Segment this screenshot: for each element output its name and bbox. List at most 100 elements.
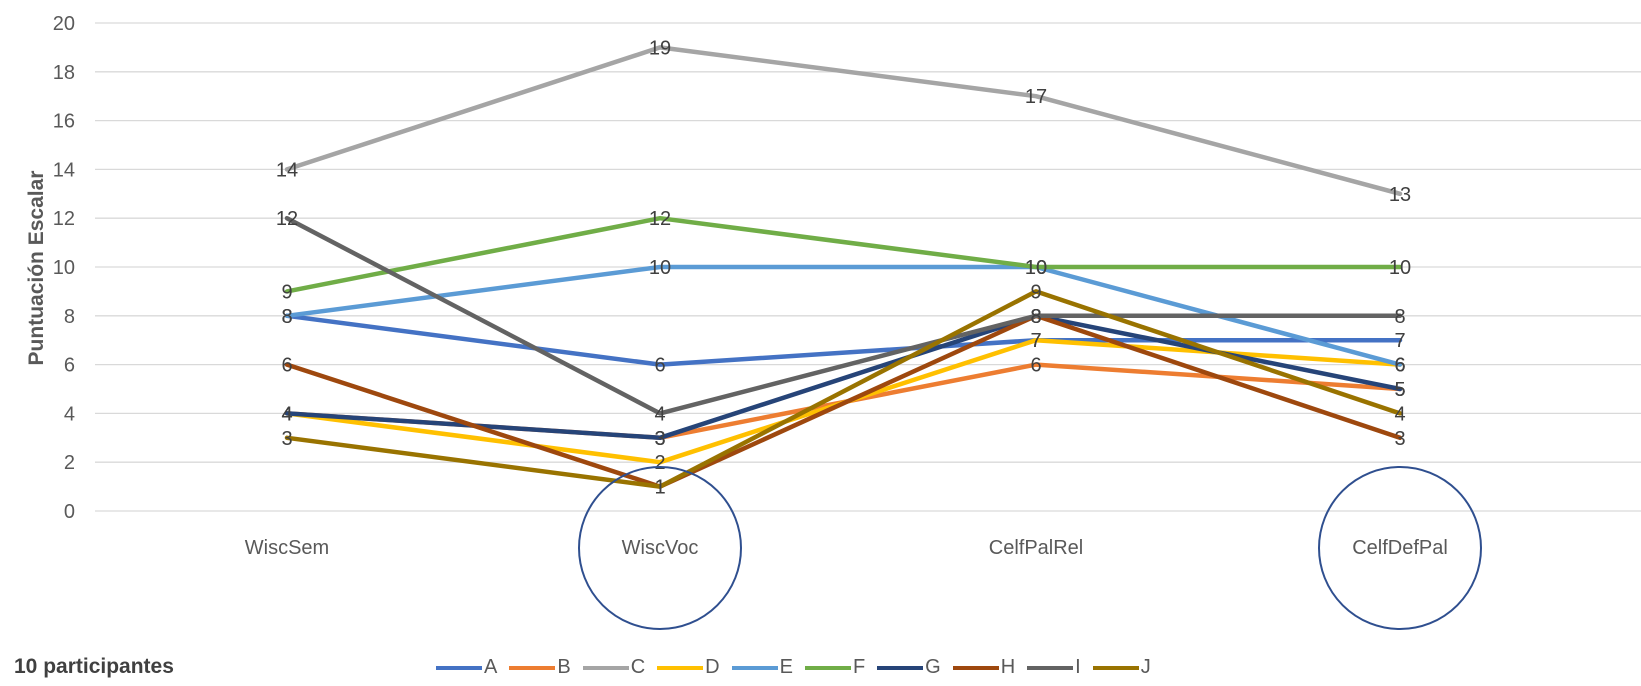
y-tick-label: 4 (64, 403, 75, 425)
legend-swatch (804, 665, 851, 670)
legend-label: H (1000, 656, 1016, 678)
data-label: 6 (654, 355, 665, 377)
legend-item-D: D (657, 656, 720, 679)
legend-swatch (657, 665, 704, 670)
series-lines (284, 45, 1403, 489)
legend-label: A (484, 656, 498, 678)
y-axis-label: Puntuación Escalar (25, 171, 48, 366)
data-label: 12 (276, 208, 298, 230)
legend-item-E: E (731, 656, 793, 679)
y-axis-ticks: 0 2 4 6 8 10 12 14 16 18 20 (53, 13, 75, 523)
data-label: 10 (1389, 257, 1411, 279)
data-label: 3 (654, 428, 665, 450)
legend-swatch (952, 665, 999, 670)
series-line-C (284, 45, 1403, 197)
data-label: 4 (1394, 403, 1405, 425)
legend: A B C D E F G H I J (436, 656, 1163, 679)
data-label: 13 (1389, 184, 1411, 206)
legend-swatch (1027, 665, 1074, 670)
y-tick-label: 12 (53, 208, 75, 230)
data-label: 8 (1030, 306, 1041, 328)
legend-swatch (436, 665, 482, 670)
legend-swatch (582, 665, 629, 670)
data-label: 1 (654, 477, 665, 499)
legend-label: I (1075, 656, 1081, 678)
legend-item-F: F (804, 656, 866, 679)
legend-label: B (557, 656, 571, 678)
series-line-F (284, 215, 1403, 294)
legend-label: J (1140, 656, 1151, 678)
data-label: 6 (281, 355, 292, 377)
highlight-circle (578, 466, 742, 630)
legend-item-J: J (1092, 656, 1151, 679)
data-label: 4 (281, 403, 292, 425)
data-label: 3 (654, 428, 665, 450)
data-label: 9 (281, 281, 292, 303)
series-line-H (284, 313, 1403, 489)
data-label: 8 (281, 306, 292, 328)
data-label: 6 (1394, 355, 1405, 377)
y-tick-label: 10 (53, 257, 75, 279)
legend-item-G: G (877, 656, 941, 679)
data-label: 7 (1394, 330, 1405, 352)
legend-label: F (852, 656, 866, 678)
legend-item-B: B (509, 656, 571, 679)
legend-item-C: C (582, 656, 646, 679)
data-label: 1 (654, 477, 665, 499)
series-line-I (284, 215, 1403, 416)
y-tick-label: 18 (53, 62, 75, 84)
data-label: 12 (649, 208, 671, 230)
x-tick-label: WiscSem (245, 537, 329, 559)
x-tick-label: WiscVoc (622, 537, 699, 559)
legend-item-I: I (1027, 656, 1081, 679)
data-label: 4 (281, 403, 292, 425)
data-label: 10 (649, 257, 671, 279)
y-tick-label: 16 (53, 111, 75, 133)
legend-label: D (705, 656, 720, 678)
data-label: 17 (1025, 86, 1047, 108)
legend-label: G (925, 656, 941, 678)
legend-swatch (877, 665, 924, 670)
legend-label: E (779, 656, 793, 678)
data-label: 14 (276, 159, 298, 181)
y-tick-label: 6 (64, 355, 75, 377)
participants-note: 10 participantes (14, 655, 174, 678)
x-tick-label: CelfDefPal (1352, 537, 1448, 559)
data-label: 8 (1030, 306, 1041, 328)
data-label: 5 (1394, 379, 1405, 401)
data-label: 8 (1394, 306, 1405, 328)
data-label: 4 (281, 403, 292, 425)
y-tick-label: 14 (53, 159, 75, 181)
legend-label: C (630, 656, 646, 678)
data-label: 9 (1030, 281, 1041, 303)
series-line-A (284, 313, 1403, 367)
data-label: 4 (654, 403, 665, 425)
legend-swatch (1092, 665, 1139, 670)
y-tick-label: 20 (53, 13, 75, 35)
x-axis-ticks: WiscSem WiscVoc CelfPalRel CelfDefPal (245, 537, 1448, 559)
data-label: 8 (1030, 306, 1041, 328)
data-label: 6 (1394, 355, 1405, 377)
legend-swatch (509, 665, 556, 670)
highlight-circle (1318, 466, 1482, 630)
data-label: 19 (649, 37, 671, 59)
series-line-J (284, 289, 1403, 489)
legend-item-H: H (952, 656, 1016, 679)
data-label: 2 (654, 452, 665, 474)
data-label: 3 (1394, 428, 1405, 450)
y-tick-label: 2 (64, 452, 75, 474)
data-label: 5 (1394, 379, 1405, 401)
category-highlight-circles (578, 466, 1482, 630)
data-label: 10 (1025, 257, 1047, 279)
legend-swatch (731, 665, 778, 670)
x-tick-label: CelfPalRel (989, 537, 1083, 559)
data-label: 3 (281, 428, 292, 450)
data-label: 6 (1030, 355, 1041, 377)
y-tick-label: 8 (64, 306, 75, 328)
y-tick-label: 0 (64, 501, 75, 523)
data-label: 7 (1030, 330, 1041, 352)
data-label: 10 (1025, 257, 1047, 279)
data-label: 7 (1030, 330, 1041, 352)
